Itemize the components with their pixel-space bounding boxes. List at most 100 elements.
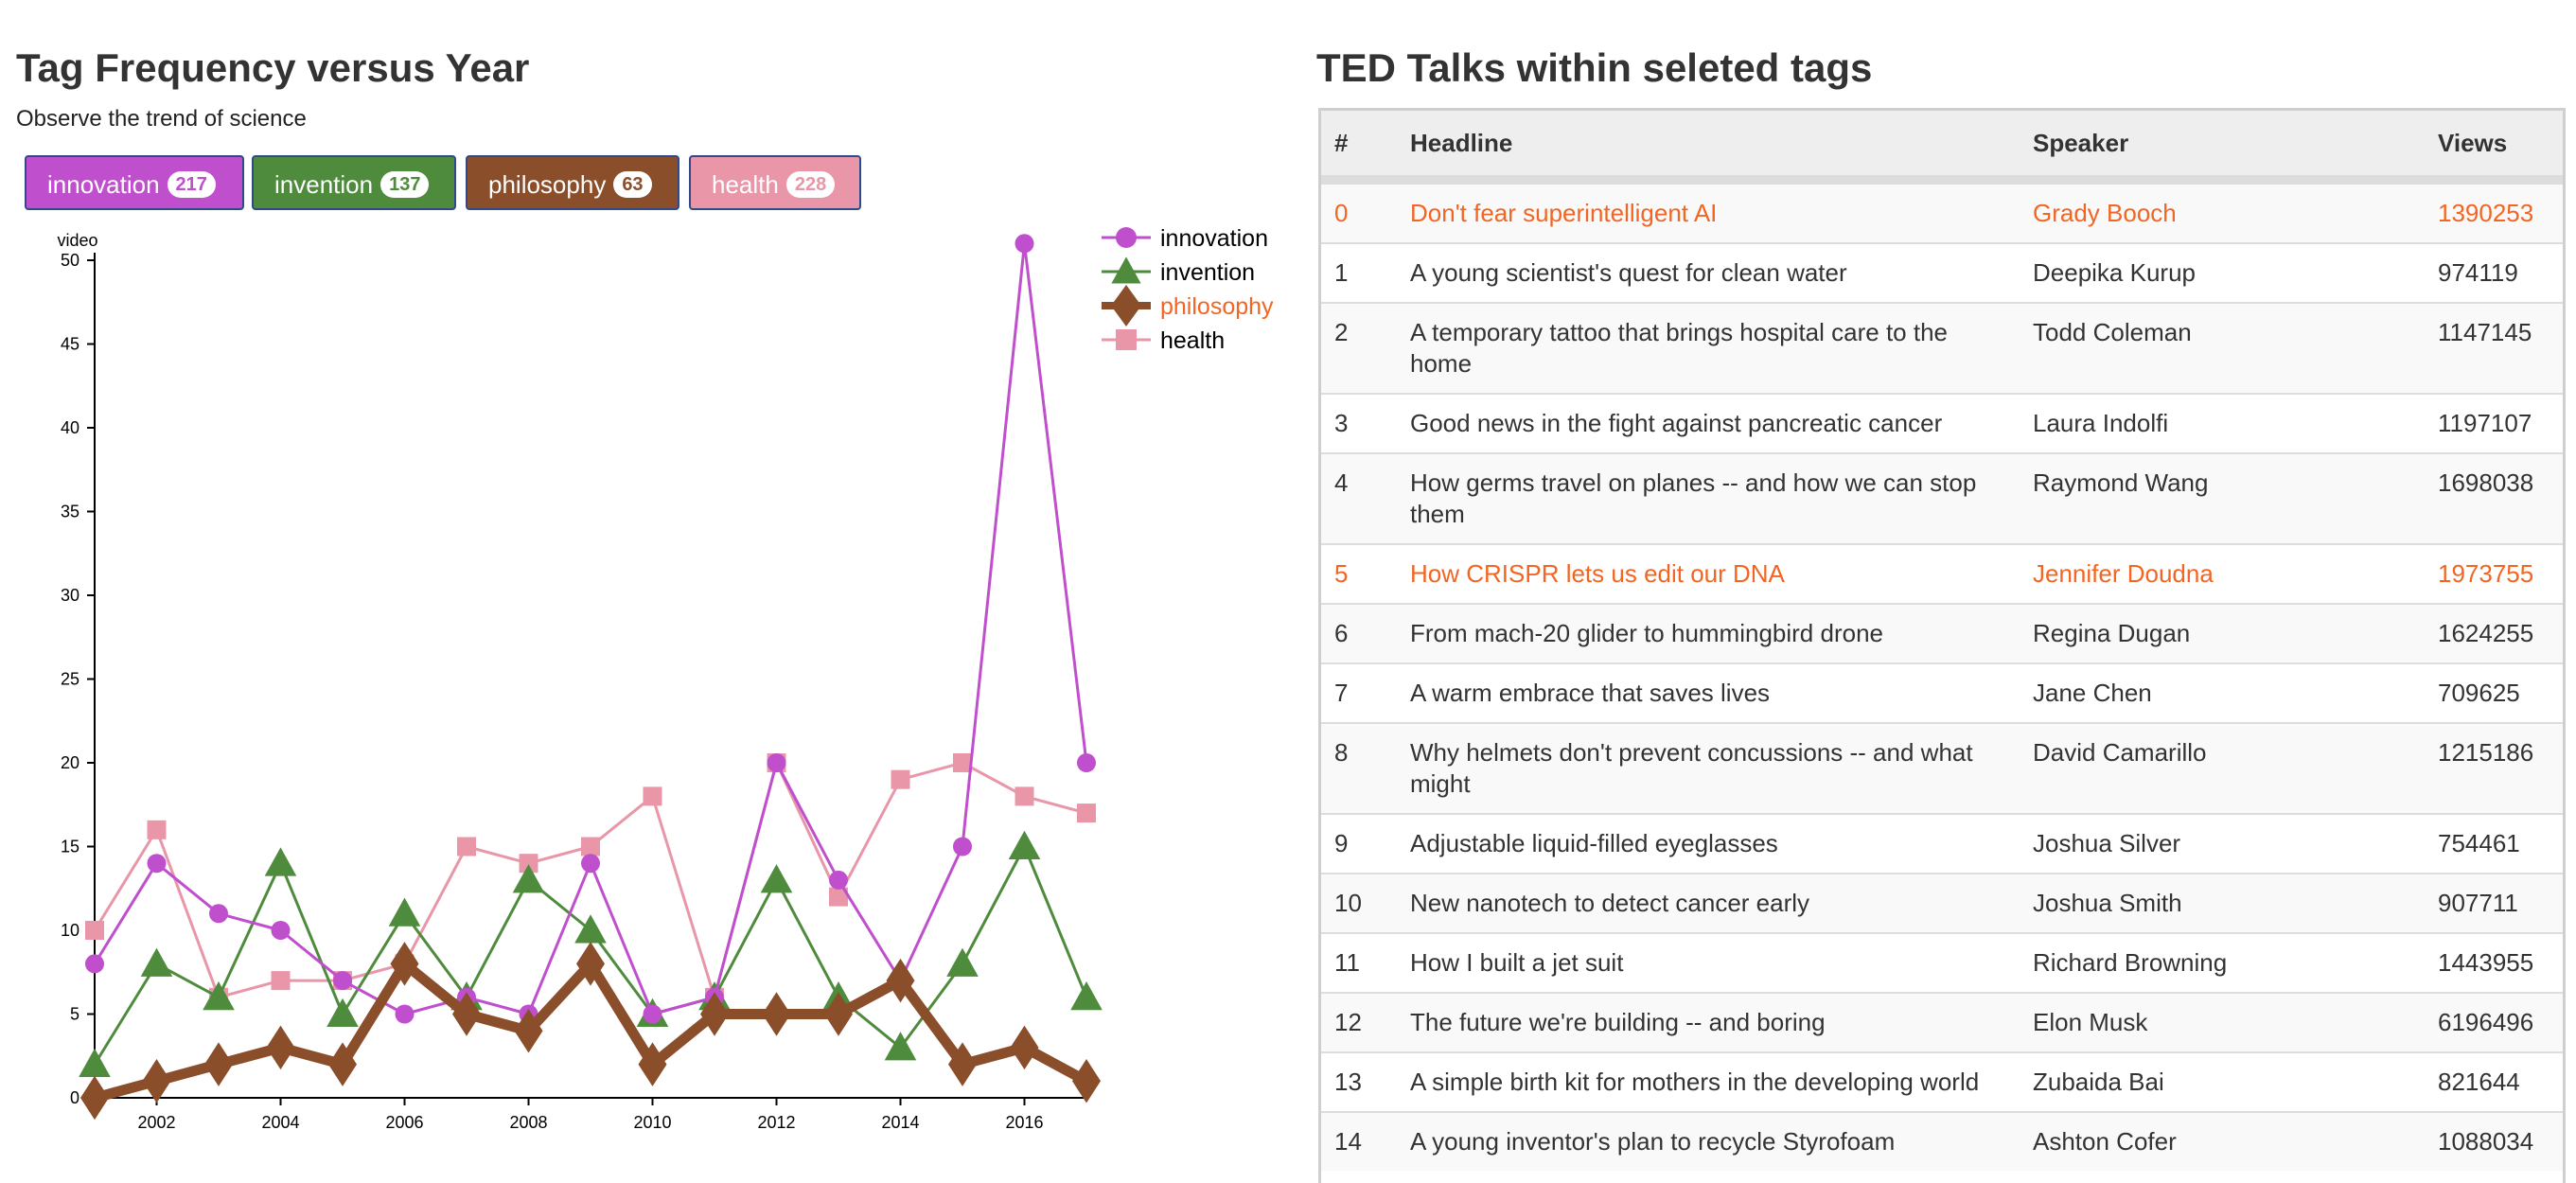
tag-label: health: [712, 170, 779, 199]
chart-panel-title: Tag Frequency versus Year: [16, 45, 530, 90]
data-point-philosophy: [514, 1008, 543, 1053]
cell-speaker: Jane Chen: [2020, 662, 2425, 723]
chart-subtitle: Observe the trend of science: [16, 106, 307, 132]
table-row[interactable]: 5 How CRISPR lets us edit our DNA Jennifer…: [1321, 543, 2563, 604]
cell-number: 13: [1321, 1051, 1397, 1112]
tag-button-innovation[interactable]: innovation 217: [25, 155, 244, 210]
cell-views: 1390253: [2425, 179, 2563, 243]
table-row[interactable]: 8 Why helmets don't prevent concussions -…: [1321, 722, 2563, 814]
legend-marker: [1116, 329, 1137, 350]
y-tick-label: 10: [61, 921, 79, 940]
tag-button-philosophy[interactable]: philosophy 63: [466, 155, 679, 210]
data-point-philosophy: [142, 1059, 171, 1104]
cell-headline: How CRISPR lets us edit our DNA: [1397, 543, 2020, 604]
cell-speaker: Laura Indolfi: [2020, 393, 2425, 453]
column-header-views[interactable]: Views: [2425, 111, 2563, 185]
y-axis-label: video: [57, 231, 97, 250]
tag-label: invention: [274, 170, 374, 199]
cell-headline: A young scientist's quest for clean wate…: [1397, 242, 2020, 303]
column-header-speaker[interactable]: Speaker: [2020, 111, 2425, 185]
data-point-philosophy: [390, 942, 419, 986]
tag-label: philosophy: [488, 170, 607, 199]
cell-speaker: Ashton Cofer: [2020, 1111, 2425, 1171]
y-tick-label: 30: [61, 586, 79, 605]
data-point-philosophy: [452, 992, 481, 1036]
cell-headline: A temporary tattoo that brings hospital …: [1397, 302, 2020, 394]
legend-label: invention: [1160, 259, 1255, 286]
left-panel: Tag Frequency versus Year Observe the tr…: [16, 45, 1274, 1132]
data-point-innovation: [1077, 753, 1096, 772]
data-point-innovation: [147, 854, 167, 874]
cell-headline: Adjustable liquid-filled eyeglasses: [1397, 813, 2020, 874]
table-row[interactable]: 11 How I built a jet suit Richard Browning…: [1321, 932, 2563, 993]
x-tick-label: 2002: [137, 1113, 175, 1132]
cell-number: 12: [1321, 992, 1397, 1052]
series-philosophy: [80, 942, 1101, 1121]
table-row[interactable]: 13 A simple birth kit for mothers in the …: [1321, 1051, 2563, 1112]
cell-views: 1215186: [2425, 722, 2563, 814]
cell-views: 1197107: [2425, 393, 2563, 453]
data-point-health: [85, 921, 104, 940]
data-point-innovation: [581, 854, 600, 874]
talks-table-container[interactable]: # Headline Speaker Views 0 Don't fear sup…: [1318, 108, 2566, 1183]
cell-speaker: Joshua Silver: [2020, 813, 2425, 874]
cell-number: 9: [1321, 813, 1397, 874]
legend-label: health: [1160, 327, 1225, 354]
cell-headline: Don't fear superintelligent AI: [1397, 179, 2020, 243]
table-row[interactable]: 14 A young inventor's plan to recycle Sty…: [1321, 1111, 2563, 1171]
data-point-innovation: [209, 904, 228, 924]
column-header-number[interactable]: #: [1321, 111, 1397, 185]
cell-views: 1088034: [2425, 1111, 2563, 1171]
cell-headline: A young inventor's plan to recycle Styro…: [1397, 1111, 2020, 1171]
table-row[interactable]: 4 How germs travel on planes -- and how w…: [1321, 452, 2563, 544]
cell-speaker: Raymond Wang: [2020, 452, 2425, 544]
table-row[interactable]: 12 The future we're building -- and borin…: [1321, 992, 2563, 1052]
y-tick-label: 25: [61, 670, 79, 689]
tag-label: innovation: [47, 170, 160, 199]
right-panel: TED Talks within seleted tags # Headline…: [1315, 0, 2576, 1183]
tag-button-health[interactable]: health 228: [689, 155, 861, 210]
data-point-health: [519, 854, 538, 874]
legend-marker: [1111, 285, 1141, 327]
cell-headline: The future we're building -- and boring: [1397, 992, 2020, 1052]
cell-views: 1147145: [2425, 302, 2563, 394]
cell-views: 1624255: [2425, 603, 2563, 663]
data-point-invention: [574, 914, 607, 944]
tag-count-badge: 217: [167, 171, 216, 199]
cell-speaker: Joshua Smith: [2020, 873, 2425, 933]
data-point-invention: [884, 1032, 917, 1061]
y-tick-label: 15: [61, 838, 79, 856]
data-point-philosophy: [204, 1042, 233, 1086]
x-tick-label: 2006: [385, 1113, 423, 1132]
tag-button-invention[interactable]: invention 137: [252, 155, 456, 210]
series-innovation: [85, 234, 1096, 1024]
data-point-health: [891, 769, 910, 789]
y-tick-label: 20: [61, 753, 79, 772]
column-header-headline[interactable]: Headline: [1397, 111, 2020, 185]
data-point-philosophy: [638, 1042, 667, 1086]
table-row[interactable]: 0 Don't fear superintelligent AI Grady Boo…: [1321, 179, 2563, 243]
table-row[interactable]: 10 New nanotech to detect cancer early Jos…: [1321, 873, 2563, 933]
table-row[interactable]: 3 Good news in the fight against pancreat…: [1321, 393, 2563, 453]
cell-number: 6: [1321, 603, 1397, 663]
legend-marker: [1116, 227, 1137, 248]
legend-marker: [1111, 256, 1141, 284]
data-point-invention: [1008, 830, 1041, 859]
cell-views: 974119: [2425, 242, 2563, 303]
cell-speaker: Todd Coleman: [2020, 302, 2425, 394]
table-row[interactable]: 9 Adjustable liquid-filled eyeglasses Josh…: [1321, 813, 2563, 874]
table-row[interactable]: 6 From mach-20 glider to hummingbird dron…: [1321, 603, 2563, 663]
x-tick-label: 2010: [633, 1113, 671, 1132]
legend-item-invention: invention: [1102, 256, 1255, 286]
cell-views: 754461: [2425, 813, 2563, 874]
table-panel-title: TED Talks within seleted tags: [1316, 45, 1873, 90]
data-point-invention: [264, 847, 297, 876]
data-point-philosophy: [1010, 1025, 1039, 1070]
cell-speaker: David Camarillo: [2020, 722, 2425, 814]
cell-headline: Good news in the fight against pancreati…: [1397, 393, 2020, 453]
data-point-invention: [946, 947, 979, 977]
cell-number: 3: [1321, 393, 1397, 453]
